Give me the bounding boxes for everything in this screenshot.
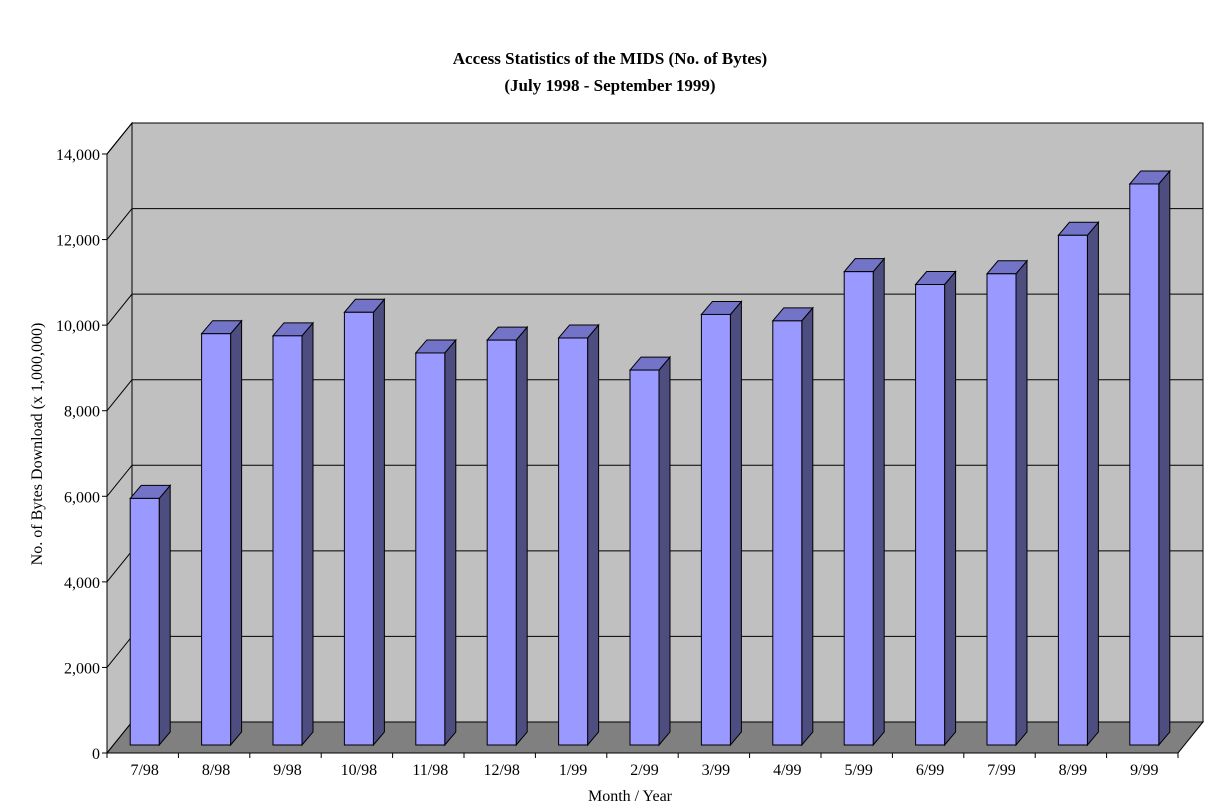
bar	[558, 337, 589, 746]
x-tick-label: 2/99	[630, 762, 658, 779]
bar-side	[230, 319, 243, 747]
y-tick-label: 10,000	[56, 318, 100, 335]
y-tick-label: 4,000	[64, 575, 100, 592]
bar	[629, 369, 660, 746]
gridline	[106, 122, 1203, 155]
x-tick-label: 4/99	[773, 762, 801, 779]
bar	[201, 333, 232, 746]
bar	[415, 352, 446, 746]
bar-side	[158, 484, 171, 747]
bar	[986, 273, 1017, 746]
x-tick-label: 9/99	[1130, 762, 1158, 779]
x-tick-label: 6/99	[916, 762, 944, 779]
bar-side	[587, 323, 600, 747]
bar	[772, 320, 803, 746]
x-tick-label: 8/99	[1059, 762, 1087, 779]
bar-side	[301, 321, 314, 747]
bar	[700, 313, 731, 746]
bar	[1129, 183, 1160, 746]
x-tick-label: 8/98	[202, 762, 230, 779]
bar-side	[801, 306, 814, 747]
y-axis-title: No. of Bytes Download (x 1,000,000)	[29, 323, 46, 566]
y-tick-label: 8,000	[64, 404, 100, 421]
chart-subtitle: (July 1998 - September 1999)	[504, 76, 715, 95]
bar	[272, 335, 303, 746]
bar-side	[372, 297, 385, 747]
y-tick-label: 2,000	[64, 660, 100, 677]
chart-title: Access Statistics of the MIDS (No. of By…	[453, 49, 767, 68]
bar-side	[515, 325, 528, 747]
x-tick-label: 9/98	[273, 762, 301, 779]
plot-area: 0 2,000 4,000 6,000 8,000 10,000 12,000 14,000 7…	[56, 121, 1205, 779]
bar-side	[729, 300, 742, 747]
x-tick-label: 7/98	[130, 762, 158, 779]
bar-side	[1158, 169, 1171, 747]
x-tick-label: 12/98	[483, 762, 519, 779]
x-tick-label: 7/99	[987, 762, 1015, 779]
bar	[843, 271, 874, 746]
x-tick-label: 10/98	[341, 762, 377, 779]
y-tick-label: 6,000	[64, 489, 100, 506]
x-tick-label: 5/99	[844, 762, 872, 779]
x-tick-label: 11/98	[412, 762, 448, 779]
bar-side	[658, 355, 671, 747]
x-axis-title: Month / Year	[588, 788, 673, 802]
bar-side	[1015, 259, 1028, 747]
gridline	[106, 208, 1203, 240]
bar-side	[872, 257, 885, 747]
side-wall	[106, 121, 133, 755]
y-tick-label: 12,000	[56, 233, 100, 250]
x-tick-label: 1/99	[559, 762, 587, 779]
bar	[486, 339, 517, 746]
y-tick-label: 0	[92, 746, 100, 763]
y-tick-label: 14,000	[56, 147, 100, 164]
bar	[129, 497, 160, 746]
bar	[343, 311, 374, 746]
x-tick-label: 3/99	[702, 762, 730, 779]
bar-side	[444, 338, 457, 747]
bar-side	[944, 270, 957, 747]
bar	[915, 283, 946, 746]
bar	[1057, 234, 1088, 746]
bar-side	[1086, 220, 1099, 747]
